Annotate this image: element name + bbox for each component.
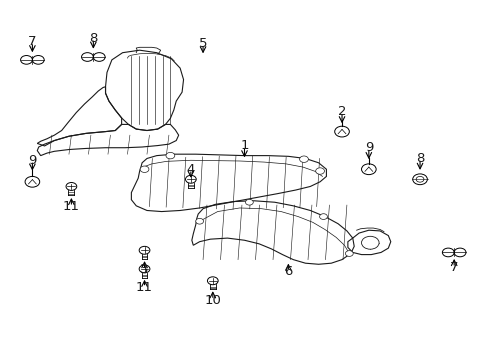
Circle shape (207, 277, 218, 285)
Text: 11: 11 (136, 281, 153, 294)
Circle shape (412, 174, 427, 185)
Text: 5: 5 (199, 37, 207, 50)
Text: 10: 10 (204, 294, 221, 307)
Circle shape (361, 164, 375, 175)
Text: 11: 11 (63, 201, 80, 213)
Circle shape (25, 176, 40, 187)
Text: 7: 7 (28, 35, 37, 49)
Circle shape (315, 168, 324, 174)
Circle shape (361, 236, 378, 249)
Circle shape (139, 265, 150, 273)
Circle shape (195, 219, 203, 224)
Circle shape (185, 175, 196, 183)
Text: 9: 9 (364, 141, 372, 154)
Circle shape (319, 214, 327, 220)
Circle shape (139, 246, 150, 254)
Circle shape (415, 176, 423, 182)
Circle shape (140, 166, 149, 172)
Text: 1: 1 (240, 139, 248, 152)
Text: 8: 8 (89, 32, 97, 45)
Circle shape (66, 183, 77, 190)
Text: 6: 6 (284, 265, 292, 278)
Text: 7: 7 (449, 261, 457, 274)
Circle shape (334, 126, 348, 137)
Text: 4: 4 (186, 163, 195, 176)
Circle shape (345, 251, 352, 256)
Circle shape (165, 152, 174, 159)
Text: 3: 3 (140, 263, 148, 276)
Circle shape (442, 248, 453, 257)
Circle shape (81, 53, 93, 61)
Circle shape (20, 55, 32, 64)
Circle shape (299, 156, 308, 162)
Text: 2: 2 (337, 105, 346, 118)
Circle shape (93, 53, 105, 61)
Circle shape (453, 248, 465, 257)
Circle shape (245, 199, 253, 205)
Text: 8: 8 (415, 152, 424, 165)
Text: 9: 9 (28, 154, 37, 167)
Circle shape (32, 55, 44, 64)
